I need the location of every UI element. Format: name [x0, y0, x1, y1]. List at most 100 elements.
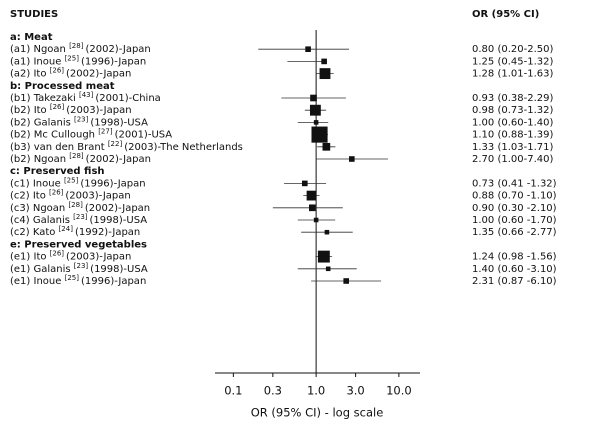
- or-marker: [313, 120, 319, 125]
- or-value-label: 1.00 (0.60-1.40): [472, 117, 553, 128]
- or-value-label: 0.90 (0.30 -2.10): [472, 203, 557, 214]
- chart-title: STUDIES: [10, 9, 58, 20]
- or-value-label: 1.10 (0.88-1.39): [472, 130, 553, 141]
- or-value-label: 1.00 (0.60 -1.70): [472, 215, 557, 226]
- x-tick-label: 0.3: [264, 384, 282, 398]
- or-value-label: 0.93 (0.38-2.29): [472, 93, 553, 104]
- or-value-label: 1.25 (0.45-1.32): [472, 56, 553, 67]
- x-tick-label: 10.0: [386, 384, 412, 398]
- or-marker: [310, 94, 317, 102]
- or-marker: [321, 58, 327, 65]
- study-name: (a1) Inoue: [10, 56, 61, 67]
- study-detail: (2003)-Japan: [65, 191, 130, 202]
- study-ref: [26]: [50, 67, 65, 75]
- study-label: (e1) Ito [26] (2003)-Japan: [10, 250, 131, 263]
- study-ref: [24]: [59, 225, 74, 233]
- or-marker: [309, 104, 321, 116]
- study-ref: [27]: [98, 128, 113, 136]
- study-name: (c3) Ngoan: [10, 203, 65, 214]
- study-ref: [25]: [65, 54, 80, 62]
- or-marker: [319, 68, 331, 80]
- or-value-label: 2.31 (0.87 -6.10): [472, 276, 557, 287]
- or-value-label: 1.35 (0.66 -2.77): [472, 227, 557, 238]
- study-name: (b1) Takezaki: [10, 93, 76, 104]
- or-value-label: 0.98 (0.73-1.32): [472, 105, 553, 116]
- study-detail: (1996)-Japan: [80, 178, 145, 189]
- study-name: (c2) Kato: [10, 227, 55, 238]
- group-heading: e: Preserved vegetables: [10, 239, 147, 250]
- or-marker: [324, 229, 330, 235]
- or-value-label: 2.70 (1.00-7.40): [472, 154, 553, 165]
- study-name: (e1) Ito: [10, 252, 46, 263]
- study-name: (a2) Ito: [10, 69, 46, 80]
- or-marker: [309, 204, 316, 212]
- study-detail: (1996)-Japan: [81, 276, 146, 287]
- study-label: (b2) Mc Cullough [27] (2001)-USA: [10, 128, 172, 141]
- x-tick-label: 1.0: [307, 384, 325, 398]
- study-detail: (1992)-Japan: [75, 227, 140, 238]
- study-label: (c2) Kato [24] (1992)-Japan: [10, 225, 140, 238]
- study-detail: (2002)-Japan: [86, 154, 151, 165]
- or-marker: [343, 278, 350, 284]
- study-label: (b1) Takezaki [43] (2001)-China: [10, 91, 161, 104]
- x-axis-label: OR (95% CI) - log scale: [251, 406, 384, 420]
- or-value-label: 1.40 (0.60 -3.10): [472, 264, 557, 275]
- or-marker: [325, 266, 331, 272]
- study-ref: [28]: [68, 201, 83, 209]
- study-ref: [28]: [69, 42, 84, 50]
- study-label: (a1) Ngoan [28] (2002)-Japan: [10, 42, 151, 55]
- study-name: (c1) Inoue: [10, 178, 61, 189]
- study-label: (c4) Galanis [23] (1998)-USA: [10, 213, 147, 226]
- or-value-label: 0.80 (0.20-2.50): [472, 44, 553, 55]
- study-detail: (1998)-USA: [90, 215, 148, 226]
- or-marker: [313, 217, 319, 223]
- or-marker: [306, 190, 317, 201]
- study-label: (b3) van den Brant [22] (2003)-The Nether…: [10, 140, 243, 153]
- group-heading: c: Preserved fish: [10, 166, 105, 177]
- study-label: (a1) Inoue [25] (1996)-Japan: [10, 54, 146, 67]
- or-marker: [302, 180, 308, 187]
- study-ref: [26]: [49, 189, 64, 197]
- study-name: (c2) Ito: [10, 191, 46, 202]
- study-ref: [43]: [79, 91, 94, 99]
- x-tick-label: 3.0: [346, 384, 364, 398]
- study-ref: [23]: [74, 115, 89, 123]
- or-marker: [317, 250, 330, 263]
- study-detail: (2001)-China: [95, 93, 160, 104]
- study-label: (c2) Ito [26] (2003)-Japan: [10, 189, 131, 202]
- or-value-label: 1.24 (0.98 -1.56): [472, 252, 557, 263]
- or-value-label: 1.28 (1.01-1.63): [472, 69, 553, 80]
- study-ref: [22]: [108, 140, 123, 148]
- study-label: (e1) Inoue [25] (1996)-Japan: [10, 274, 146, 287]
- study-name: (e1) Galanis: [10, 264, 71, 275]
- group-heading: b: Processed meat: [10, 81, 115, 92]
- study-ref: [25]: [64, 176, 79, 184]
- study-name: (c4) Galanis: [10, 215, 70, 226]
- study-ref: [26]: [50, 250, 65, 258]
- study-detail: (1996)-Japan: [81, 56, 146, 67]
- study-detail: (1998)-USA: [90, 264, 148, 275]
- or-marker: [322, 142, 331, 151]
- study-ref: [25]: [65, 274, 80, 282]
- group-heading: a: Meat: [10, 32, 53, 43]
- study-label: (b2) Ito [26] (2003)-Japan: [10, 103, 132, 116]
- study-detail: (2001)-USA: [115, 130, 173, 141]
- study-label: (c1) Inoue [25] (1996)-Japan: [10, 176, 146, 189]
- study-detail: (2002)-Japan: [66, 69, 131, 80]
- study-detail: (2003)-Japan: [66, 252, 131, 263]
- study-name: (b2) Galanis: [10, 117, 71, 128]
- or-marker: [311, 126, 328, 143]
- study-name: (e1) Inoue: [10, 276, 61, 287]
- study-label: (c3) Ngoan [28] (2002)-Japan: [10, 201, 150, 214]
- or-value-label: 0.88 (0.70 -1.10): [472, 191, 557, 202]
- study-ref: [26]: [50, 103, 65, 111]
- study-name: (b2) Mc Cullough: [10, 130, 95, 141]
- study-detail: (1998)-USA: [90, 117, 148, 128]
- or-marker: [349, 156, 355, 162]
- study-ref: [23]: [73, 213, 88, 221]
- study-ref: [28]: [69, 152, 84, 160]
- study-detail: (2003)-The Netherlands: [124, 142, 243, 153]
- study-label: (b2) Galanis [23] (1998)-USA: [10, 115, 148, 128]
- study-detail: (2002)-Japan: [85, 203, 150, 214]
- study-ref: [23]: [74, 262, 89, 270]
